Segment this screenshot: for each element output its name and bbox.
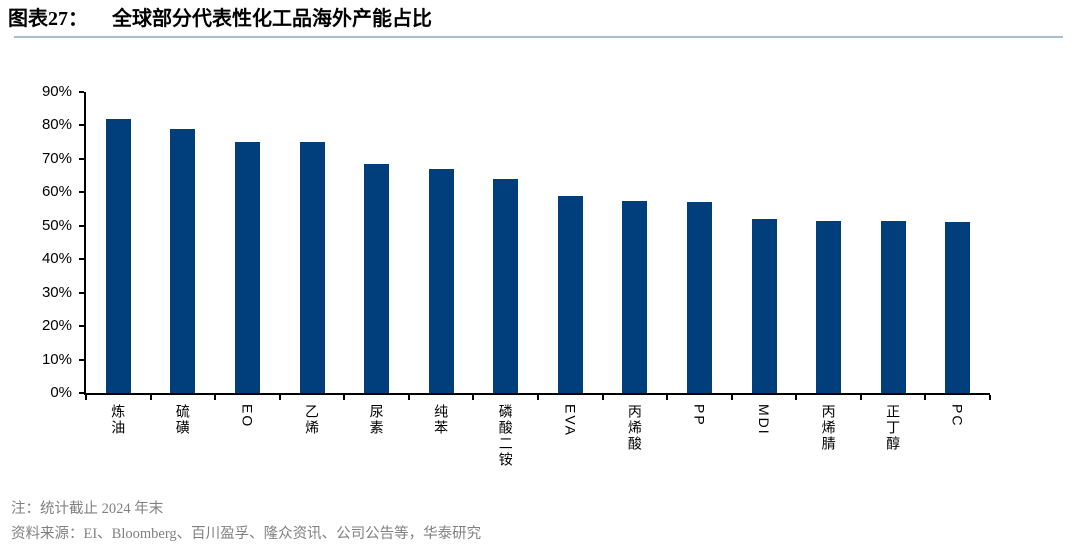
x-axis-tick (472, 395, 475, 400)
x-axis-tick (924, 395, 927, 400)
y-axis-tick (79, 291, 84, 294)
y-axis-tick (79, 258, 84, 261)
x-axis-tick (601, 395, 604, 400)
figure-header: 图表27： 全球部分代表性化工品海外产能占比 (8, 7, 432, 31)
figure-footnotes: 注：统计截止 2024 年末 资料来源：EI、Bloomberg、百川盈孚、隆众… (11, 497, 481, 547)
x-category-label: 丙烯腈 (820, 404, 837, 452)
bar (170, 128, 196, 393)
y-axis-tick-label: 80% (41, 116, 72, 134)
y-axis-tick-label: 0% (50, 384, 72, 401)
bar (816, 220, 842, 393)
source-line: 资料来源：EI、Bloomberg、百川盈孚、隆众资讯、公司公告等，华泰研究 (11, 526, 482, 542)
x-axis-tick (730, 395, 733, 400)
x-axis-tick (278, 395, 281, 400)
y-axis-tick (79, 157, 84, 160)
x-axis-tick (85, 395, 87, 400)
y-axis-tick (79, 91, 84, 93)
x-category-label: 炼油 (110, 404, 127, 436)
y-axis-tick-label: 40% (41, 250, 72, 268)
note-line: 注：统计截止 2024 年末 (11, 501, 164, 517)
x-axis-tick (214, 395, 217, 400)
y-axis-tick-label: 70% (41, 149, 72, 167)
figure-number-label: 图表27： (8, 8, 88, 30)
y-axis-tick (79, 224, 84, 227)
y-axis-tick-label: 50% (41, 216, 72, 234)
bar (880, 220, 906, 393)
x-category-label: 磷酸二铵 (497, 404, 514, 468)
bar (234, 142, 260, 393)
y-axis-tick-label: 30% (41, 283, 72, 301)
x-axis-tick (859, 395, 862, 400)
x-axis-tick (989, 395, 991, 400)
title-underline-rule (14, 36, 1063, 38)
x-category-label: PP (691, 404, 708, 427)
x-category-label: EVA (562, 404, 579, 437)
x-category-label: 丙烯酸 (626, 404, 643, 452)
x-axis-tick (343, 395, 346, 400)
bar (364, 163, 390, 393)
bar-chart-plot-area: 0% 10% 20% 30% 40% 50% 60% 70% 80% 90% (42, 83, 991, 401)
x-category-label: 硫磺 (174, 404, 191, 436)
x-category-label: 正丁醇 (885, 404, 902, 452)
bar (428, 168, 454, 393)
x-category-label: 尿素 (368, 404, 385, 436)
x-axis-tick (666, 395, 669, 400)
bar (557, 195, 583, 393)
y-axis-tick (79, 124, 84, 127)
y-axis-tick-label: 10% (41, 350, 72, 368)
bar (622, 200, 648, 393)
bar (299, 142, 325, 393)
figure-title: 全球部分代表性化工品海外产能占比 (112, 8, 432, 30)
y-axis-tick (79, 358, 84, 361)
x-axis-tick (149, 395, 152, 400)
y-axis-tick (79, 325, 84, 328)
x-category-label: MDI (756, 404, 772, 436)
x-category-label: 乙烯 (304, 404, 320, 436)
x-axis-tick (795, 395, 798, 400)
bar (686, 202, 712, 393)
bar (751, 219, 777, 393)
y-axis-tick-label: 90% (41, 83, 72, 100)
y-axis-tick-label: 20% (41, 317, 72, 335)
y-axis-tick (79, 392, 84, 394)
x-category-label: EO (239, 404, 256, 429)
x-axis-label-row: 炼油 硫磺 EO 乙烯 尿素 纯苯 磷酸二铵 EVA 丙烯酸 PP MDI 丙烯腈 正丁醇 PC (86, 404, 990, 499)
x-axis-tick (407, 395, 410, 400)
x-axis-tick (537, 395, 539, 400)
x-category-label: PC (949, 404, 966, 428)
bar (945, 222, 971, 393)
bar (493, 178, 519, 393)
bar (105, 118, 131, 393)
x-category-label: 纯苯 (433, 404, 450, 436)
y-axis-tick-label: 60% (41, 183, 72, 201)
y-axis-tick (79, 191, 84, 194)
